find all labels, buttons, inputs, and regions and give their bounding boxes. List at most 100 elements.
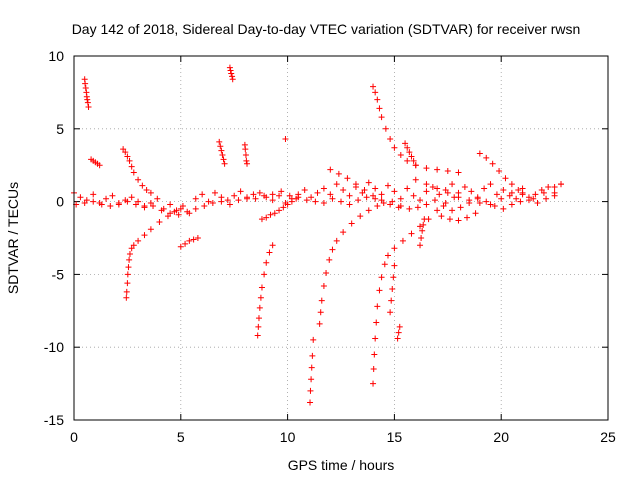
data-point xyxy=(440,202,447,209)
data-point xyxy=(333,181,340,188)
data-point xyxy=(192,195,199,202)
data-point xyxy=(500,186,507,193)
y-tick-label: -5 xyxy=(52,266,65,282)
data-point xyxy=(269,191,276,198)
data-point xyxy=(489,160,496,167)
y-tick-label: -15 xyxy=(44,412,64,428)
data-point xyxy=(269,197,276,204)
y-tick-label: -10 xyxy=(44,339,64,355)
data-point xyxy=(244,160,251,167)
data-point xyxy=(147,189,154,196)
data-point xyxy=(340,229,347,236)
data-point xyxy=(77,194,84,201)
data-point xyxy=(81,200,88,207)
data-point xyxy=(258,216,265,223)
data-point xyxy=(123,288,130,295)
data-point xyxy=(257,294,264,301)
data-point xyxy=(429,184,436,191)
data-point xyxy=(301,186,308,193)
data-point xyxy=(551,184,558,191)
data-point xyxy=(474,195,481,202)
data-point xyxy=(125,264,132,271)
data-point xyxy=(231,192,238,199)
data-point xyxy=(266,249,273,256)
data-point xyxy=(455,189,462,196)
data-point xyxy=(154,195,161,202)
data-point xyxy=(378,274,385,281)
data-point xyxy=(182,240,189,247)
data-point xyxy=(481,185,488,192)
data-point xyxy=(408,153,415,160)
data-point xyxy=(406,149,413,156)
series-arc-10 xyxy=(254,242,276,339)
data-point xyxy=(397,202,404,209)
data-point xyxy=(449,207,456,214)
series-arc-16 xyxy=(394,323,403,342)
data-point xyxy=(534,200,541,207)
data-point xyxy=(391,245,398,252)
data-point xyxy=(404,144,411,151)
data-point xyxy=(254,332,261,339)
data-point xyxy=(271,210,278,217)
data-point xyxy=(543,195,550,202)
data-point xyxy=(320,200,327,207)
data-point xyxy=(263,259,270,266)
data-point xyxy=(219,152,226,159)
data-point xyxy=(417,223,424,230)
data-point xyxy=(84,96,91,103)
data-point xyxy=(365,179,372,186)
data-point xyxy=(338,198,344,205)
x-tick-label: 25 xyxy=(600,429,616,445)
data-point xyxy=(276,207,283,214)
data-point xyxy=(250,191,257,198)
data-point xyxy=(122,149,129,156)
data-point xyxy=(359,189,366,196)
data-point xyxy=(237,188,244,195)
data-point xyxy=(372,195,379,202)
data-point xyxy=(218,147,225,154)
data-point xyxy=(391,144,398,151)
data-point xyxy=(397,152,404,159)
data-point xyxy=(130,242,137,249)
data-point xyxy=(221,160,228,167)
data-point xyxy=(515,186,522,193)
data-point xyxy=(498,195,505,202)
data-point xyxy=(327,191,334,198)
series-arc-7 xyxy=(226,64,236,83)
series-arc-22 xyxy=(476,150,526,198)
data-point xyxy=(419,227,426,234)
data-point xyxy=(376,287,383,294)
data-point xyxy=(487,201,494,208)
data-point xyxy=(308,364,315,371)
data-point xyxy=(252,195,259,202)
data-point xyxy=(141,204,148,211)
series-arc-9 xyxy=(282,135,289,142)
series-arc-21 xyxy=(438,210,479,224)
data-point xyxy=(192,205,199,212)
data-point xyxy=(396,323,403,330)
data-point xyxy=(139,182,146,189)
data-point xyxy=(175,211,182,218)
data-point xyxy=(381,261,388,268)
data-point xyxy=(320,185,327,192)
data-point xyxy=(312,198,319,205)
data-point xyxy=(307,387,314,394)
series-arc-1 xyxy=(81,76,92,110)
data-point xyxy=(229,76,236,83)
y-axis-label: SDTVAR / TECUs xyxy=(5,182,21,294)
data-point xyxy=(372,335,379,342)
data-point xyxy=(141,232,148,239)
data-point xyxy=(256,304,263,311)
data-point xyxy=(316,320,323,327)
data-point xyxy=(483,154,490,161)
x-tick-label: 5 xyxy=(177,429,185,445)
data-point xyxy=(500,205,507,212)
data-point xyxy=(496,168,503,175)
series-arc-19 xyxy=(391,194,458,252)
data-point xyxy=(90,198,97,205)
series-arc-14 xyxy=(370,252,391,387)
data-point xyxy=(267,211,274,218)
data-point xyxy=(130,169,137,176)
series-arc-6 xyxy=(216,138,228,167)
data-point xyxy=(391,262,398,269)
